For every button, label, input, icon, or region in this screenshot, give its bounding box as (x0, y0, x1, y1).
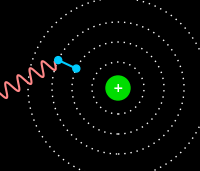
Circle shape (73, 65, 80, 72)
Circle shape (55, 57, 62, 64)
Text: +: + (113, 82, 123, 95)
Circle shape (106, 76, 130, 100)
